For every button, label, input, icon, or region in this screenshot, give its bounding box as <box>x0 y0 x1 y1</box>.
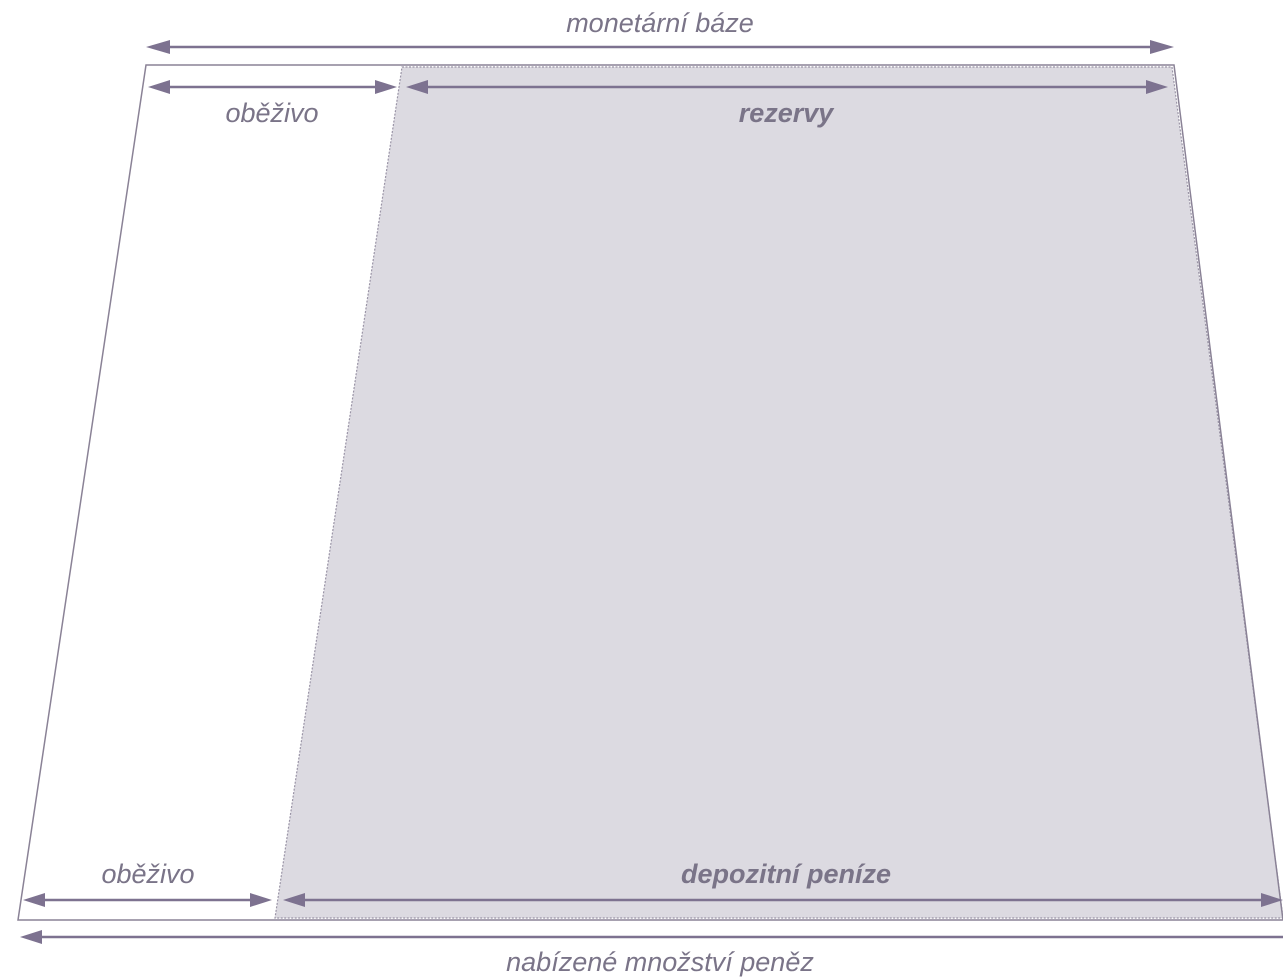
deposit-money-label: depozitní peníze <box>681 859 891 889</box>
reserves-deposit-region <box>274 66 1283 919</box>
currency-top-arrow <box>148 80 397 94</box>
monetary-base-arrow <box>146 40 1174 54</box>
arrows <box>20 40 1283 944</box>
monetary-base-label: monetární báze <box>566 8 754 38</box>
outer-trapezoid <box>17 64 1283 921</box>
reserves-arrow <box>406 80 1168 94</box>
currency-bottom-arrow <box>23 893 272 907</box>
money-supply-label: nabízené množství peněz <box>506 947 814 977</box>
money-supply-arrow <box>20 930 1283 944</box>
deposit-money-arrow <box>283 893 1283 907</box>
currency-bottom-label: oběživo <box>101 859 194 889</box>
reserves-label: rezervy <box>739 98 836 128</box>
currency-top-label: oběživo <box>225 98 318 128</box>
